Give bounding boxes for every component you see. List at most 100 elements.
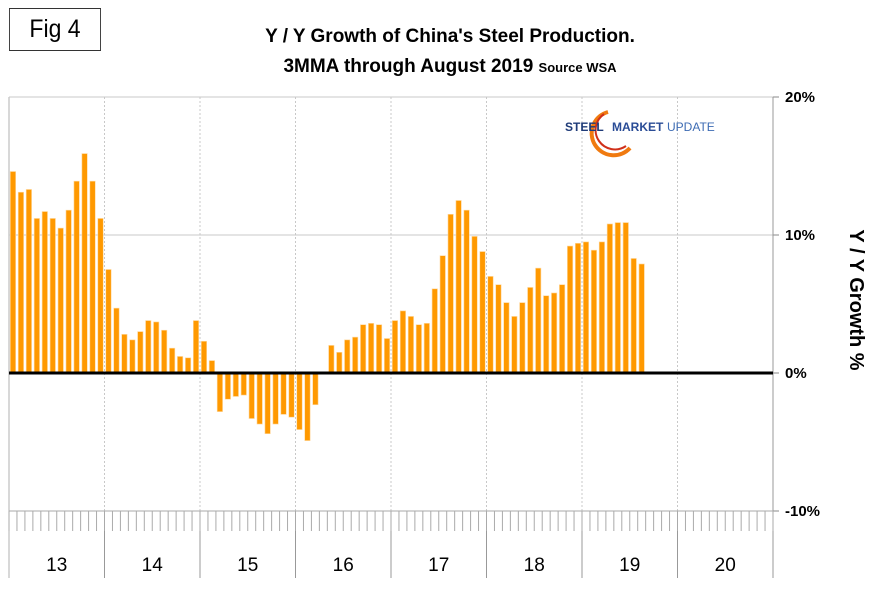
bar-2015-02	[208, 360, 215, 374]
logo-swoosh-inner-icon	[594, 113, 627, 151]
bar-2016-01	[296, 372, 303, 430]
bar-2014-02	[113, 307, 120, 374]
bar-2016-12	[384, 338, 391, 374]
bar-2018-04	[511, 316, 518, 374]
bar-2017-05	[423, 323, 430, 374]
bar-2018-06	[527, 287, 534, 374]
bar-2017-06	[431, 288, 438, 374]
y-tick-label: 0%	[785, 365, 807, 382]
bar-2014-05	[137, 331, 144, 374]
bar-2018-11	[567, 245, 574, 374]
bar-2015-01	[200, 340, 207, 374]
bar-2019-07	[630, 258, 637, 374]
bar-2015-11	[280, 372, 287, 415]
bar-2018-02	[495, 284, 502, 374]
bar-2018-03	[503, 302, 510, 374]
bar-2016-11	[376, 324, 383, 374]
bar-2016-02	[304, 372, 311, 441]
bar-2016-07	[344, 339, 351, 374]
bar-2015-12	[288, 372, 295, 418]
bar-2015-06	[240, 372, 247, 396]
bar-2015-07	[248, 372, 255, 419]
bar-2014-09	[169, 347, 176, 374]
bar-2013-07	[57, 227, 64, 374]
bar-2015-04	[224, 372, 231, 400]
bar-2013-05	[41, 211, 48, 374]
bar-2014-11	[185, 357, 192, 374]
bar-2017-07	[439, 255, 446, 374]
bar-2018-10	[559, 284, 566, 374]
x-year-label: 20	[715, 555, 736, 576]
axis-layer: 20% 10% 0% -10% 13 14 15 16 17 18 19 20	[8, 89, 820, 578]
bar-2017-04	[415, 324, 422, 374]
bar-2017-12	[479, 251, 486, 374]
bar-2014-04	[129, 339, 136, 374]
bar-2018-05	[519, 302, 526, 374]
bar-2015-10	[272, 372, 279, 425]
bar-2018-07	[535, 267, 542, 374]
bar-2013-03	[25, 189, 32, 374]
bar-2019-05	[614, 222, 621, 374]
x-year-label: 16	[333, 555, 354, 576]
logo-word-market: MARKET	[612, 120, 664, 134]
bar-2016-05	[328, 345, 335, 374]
bar-2015-03	[216, 372, 223, 412]
bar-2013-12	[97, 218, 104, 374]
bar-2016-03	[312, 372, 319, 406]
bar-2013-01	[9, 171, 16, 374]
bar-2017-03	[407, 316, 414, 374]
bar-2013-02	[17, 191, 24, 374]
x-year-label: 14	[142, 555, 164, 576]
steel-market-update-logo: STEEL MARKET UPDATE	[565, 110, 715, 158]
logo-swoosh-icon	[589, 110, 632, 158]
bar-2019-01	[582, 241, 589, 374]
bar-2018-12	[575, 242, 582, 374]
bar-layer	[9, 153, 645, 441]
bar-2013-08	[65, 209, 72, 374]
bar-2014-12	[193, 320, 200, 374]
bar-2017-11	[471, 236, 478, 374]
bar-2014-08	[161, 329, 168, 374]
chart-title: Y / Y Growth of China's Steel Production…	[130, 22, 770, 83]
chart-title-line2: 3MMA through August 2019 Source WSA	[130, 52, 770, 83]
bar-2013-09	[73, 180, 80, 374]
x-year-label: 19	[619, 555, 640, 576]
bar-2013-06	[49, 218, 56, 374]
bar-2019-03	[598, 241, 605, 374]
bar-2015-09	[264, 372, 271, 435]
x-year-label: 18	[524, 555, 545, 576]
chart-title-line1: Y / Y Growth of China's Steel Production…	[265, 26, 635, 47]
y-axis-label: Y / Y Growth %	[845, 229, 867, 370]
bar-2019-02	[590, 249, 597, 374]
bar-2013-11	[89, 180, 96, 374]
bar-2016-09	[360, 324, 367, 374]
logo-word-steel: STEEL	[565, 120, 604, 134]
bar-2018-08	[543, 295, 550, 374]
bar-2019-08	[638, 263, 645, 374]
y-tick-label: 20%	[785, 89, 815, 106]
bar-2014-10	[177, 356, 184, 374]
y-tick-label: 10%	[785, 227, 815, 244]
bar-2014-01	[105, 269, 112, 374]
bar-2015-05	[232, 372, 239, 397]
bar-2016-10	[368, 323, 375, 374]
bar-2014-07	[153, 321, 160, 374]
bar-2016-06	[336, 351, 343, 374]
y-tick-label: -10%	[785, 503, 820, 520]
chart-subtitle: 3MMA through August 2019	[283, 56, 534, 77]
bar-2017-08	[447, 214, 454, 374]
bar-2014-06	[145, 320, 152, 374]
x-year-label: 17	[428, 555, 449, 576]
bar-2013-10	[81, 153, 88, 374]
bar-2019-04	[606, 223, 613, 374]
bar-2019-06	[622, 222, 629, 374]
bar-2014-03	[121, 334, 128, 374]
x-year-label: 13	[46, 555, 67, 576]
x-year-label: 15	[237, 555, 258, 576]
bar-2017-02	[399, 310, 406, 374]
bar-2016-08	[352, 336, 359, 374]
bar-2017-01	[391, 320, 398, 374]
chart-source: Source WSA	[538, 60, 617, 75]
bar-2013-04	[33, 218, 40, 374]
